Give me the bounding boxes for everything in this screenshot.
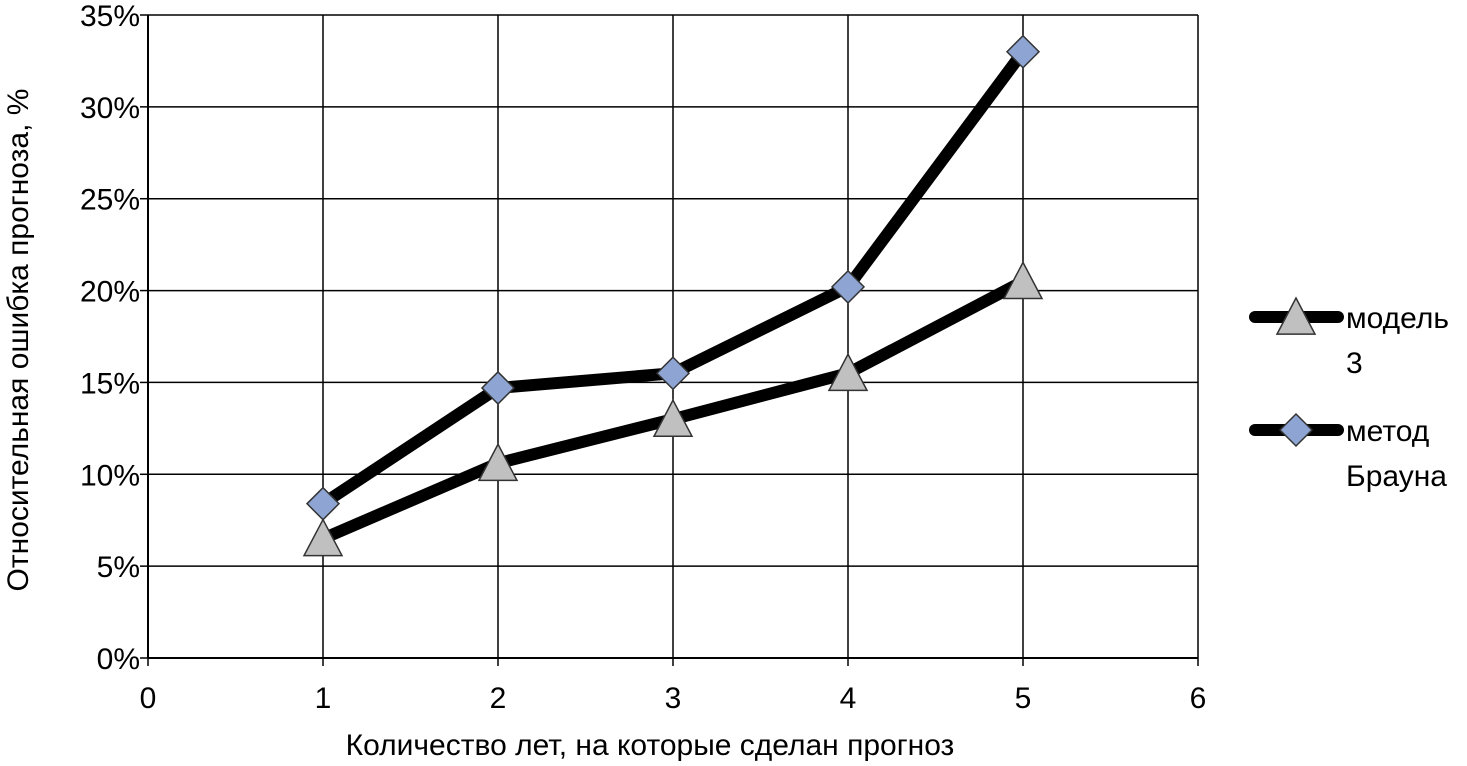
series-2-markers — [305, 34, 1041, 521]
x-tick-label: 6 — [1190, 682, 1207, 715]
data-point — [477, 442, 519, 482]
data-point — [652, 398, 694, 438]
legend-marker — [1275, 296, 1317, 335]
data-point — [830, 269, 866, 304]
x-tick-label: 5 — [1015, 682, 1032, 715]
data-point — [1005, 34, 1041, 69]
y-tick-label: 0% — [97, 643, 140, 676]
data-point — [302, 517, 344, 557]
legend-label: модель — [1346, 302, 1449, 335]
x-tick-label: 1 — [315, 682, 332, 715]
data-point — [480, 370, 516, 406]
legend-label: 3 — [1346, 347, 1363, 380]
grid — [148, 14, 1199, 658]
y-axis-title: Относительная ошибка прогноза, % — [2, 89, 35, 592]
y-tick-label: 10% — [80, 459, 140, 492]
x-axis-title: Количество лет, на которые сделан прогно… — [346, 729, 955, 761]
tick-labels: 0% 5% 10% 15% 20% 25% 30% 35% 0 1 2 3 4 5 6 — [80, 0, 1206, 715]
legend-label: метод — [1346, 415, 1429, 448]
data-point — [305, 486, 341, 521]
legend-entry: модель 3 — [1249, 296, 1449, 380]
data-point — [655, 356, 691, 391]
axes — [140, 14, 1199, 666]
y-tick-label: 35% — [80, 0, 140, 33]
y-tick-label: 15% — [80, 367, 140, 400]
x-tick-label: 2 — [490, 682, 507, 715]
legend-label: Брауна — [1346, 460, 1447, 493]
data-point — [827, 352, 869, 392]
series-1-markers — [302, 260, 1044, 557]
series — [302, 34, 1044, 557]
x-tick-label: 0 — [140, 682, 157, 715]
data-point — [1002, 260, 1044, 300]
y-tick-label: 5% — [97, 551, 140, 584]
y-tick-label: 30% — [80, 92, 140, 125]
x-tick-label: 3 — [665, 682, 682, 715]
legend-entry: метод Брауна — [1249, 412, 1447, 493]
y-tick-label: 20% — [80, 276, 140, 309]
x-tick-label: 4 — [840, 682, 857, 715]
legend-marker — [1278, 412, 1314, 448]
y-tick-label: 25% — [80, 184, 140, 217]
legend: модель 3 метод Брауна — [1249, 296, 1449, 493]
